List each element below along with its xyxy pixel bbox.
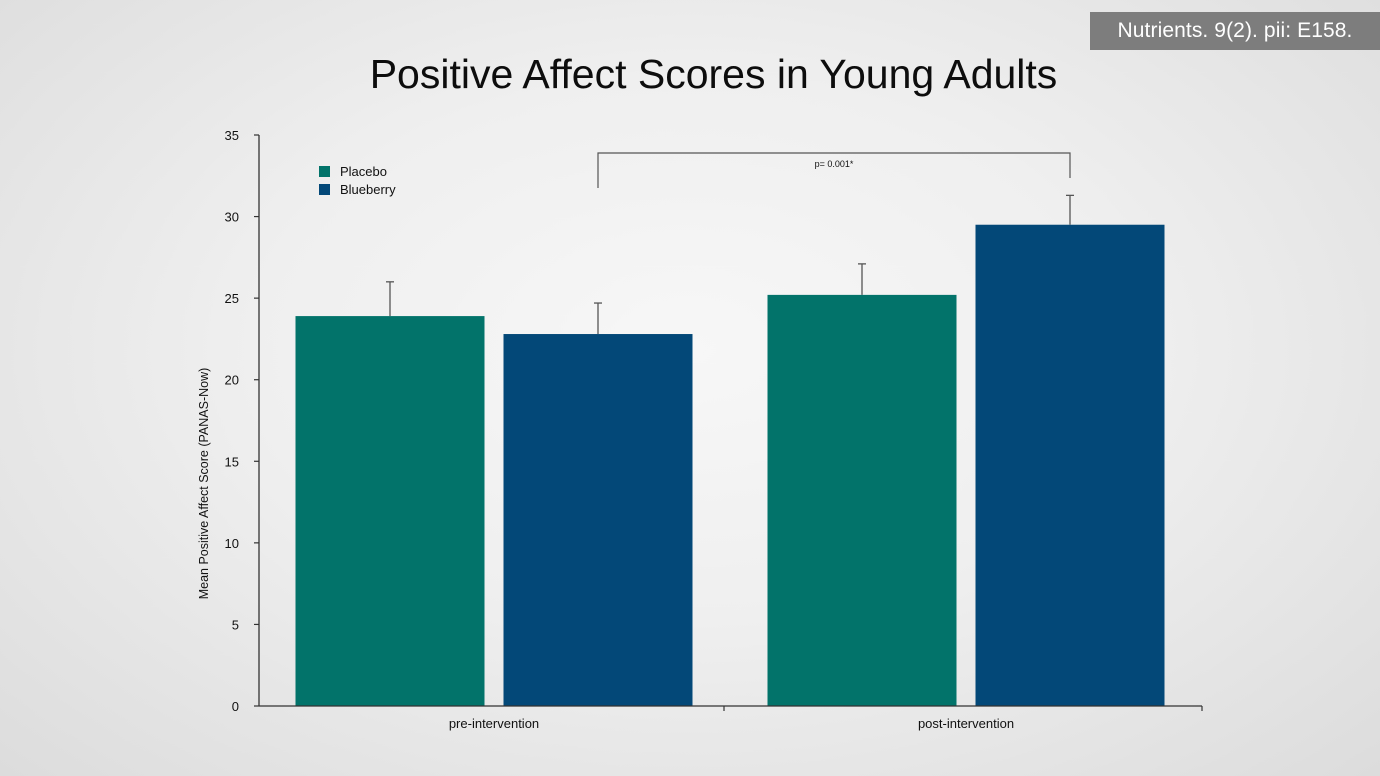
significance-label: p= 0.001* (815, 159, 854, 169)
bar-placebo-pre-intervention (295, 316, 485, 706)
bar-blueberry-pre-intervention (503, 334, 693, 706)
y-tick-label: 25 (225, 291, 239, 306)
x-tick-label: post-intervention (918, 716, 1014, 731)
bars-layer (295, 194, 1165, 706)
y-tick-label: 15 (225, 454, 239, 469)
y-tick-label: 30 (225, 210, 239, 225)
y-tick-label: 35 (225, 128, 239, 143)
y-tick-label: 0 (232, 699, 239, 714)
legend-swatch-placebo (319, 166, 330, 177)
y-tick-label: 10 (225, 536, 239, 551)
chart-title: Positive Affect Scores in Young Adults (369, 51, 1058, 97)
legend-label-blueberry: Blueberry (340, 182, 396, 197)
y-axis-label: Mean Positive Affect Score (PANAS-Now) (197, 368, 211, 600)
significance-bracket (597, 152, 1071, 188)
bar-blueberry-post-intervention (975, 224, 1165, 706)
x-tick-label: pre-intervention (449, 716, 539, 731)
y-tick-label: 20 (225, 373, 239, 388)
bar-placebo-post-intervention (767, 294, 957, 706)
legend: Placebo Blueberry (319, 164, 396, 197)
y-tick-label: 5 (232, 617, 239, 632)
legend-swatch-blueberry (319, 184, 330, 195)
citation-label: Nutrients. 9(2). pii: E158. (1090, 12, 1380, 50)
annotation-layer: p= 0.001* (597, 152, 1071, 188)
axes-layer: 0 5 10 15 20 25 30 35 pre-intervention post-inter… (197, 128, 1203, 731)
legend-label-placebo: Placebo (340, 164, 387, 179)
